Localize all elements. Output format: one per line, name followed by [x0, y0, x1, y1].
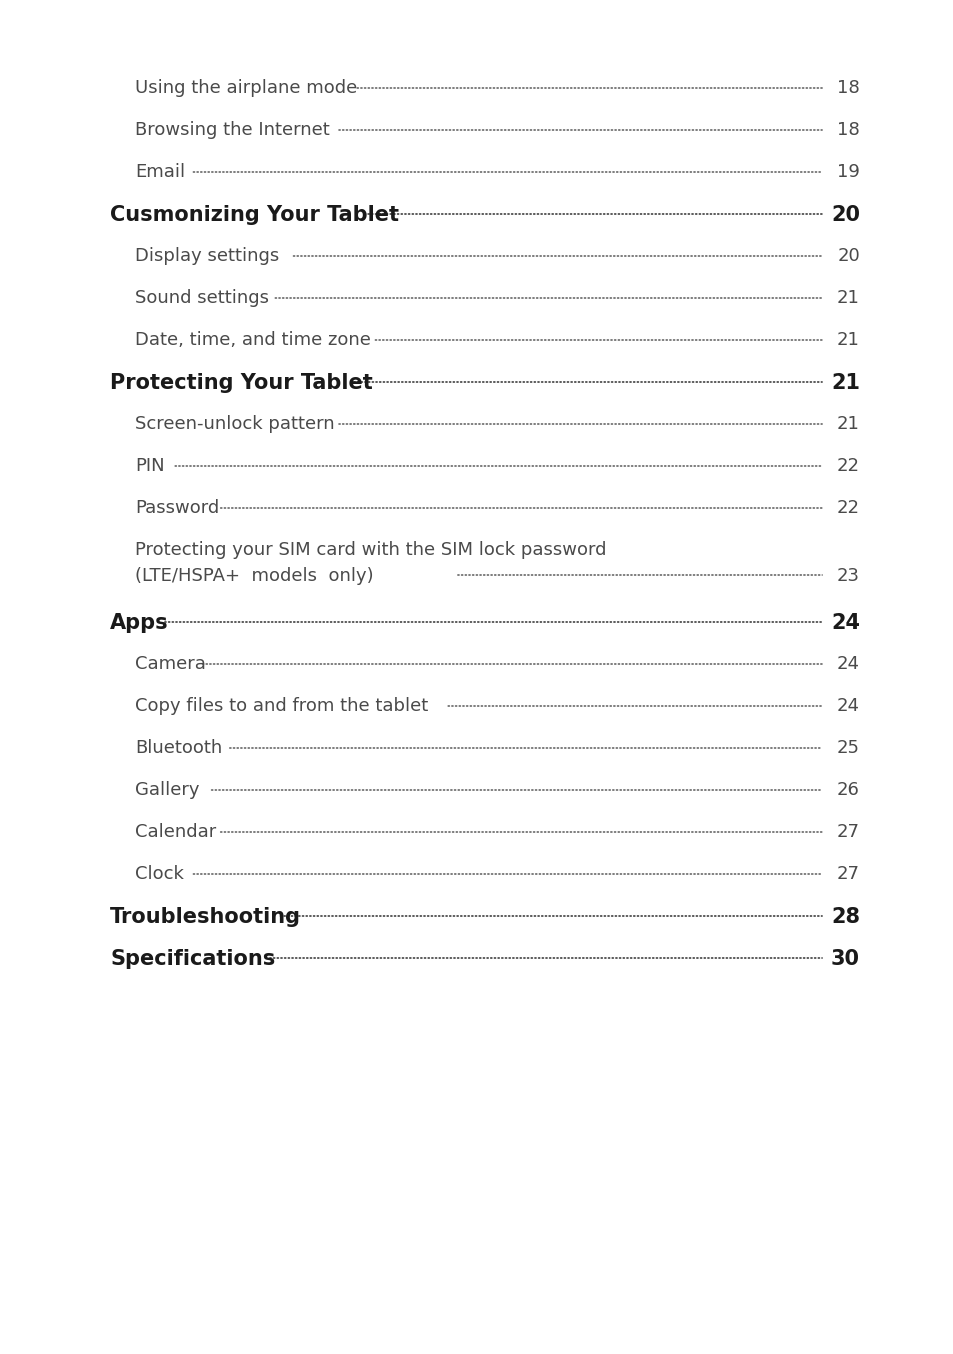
Text: 30: 30: [830, 949, 859, 969]
Text: Cusmonizing Your Tablet: Cusmonizing Your Tablet: [110, 204, 398, 225]
Text: Camera: Camera: [135, 655, 206, 673]
Text: 28: 28: [830, 907, 859, 927]
Text: 22: 22: [836, 500, 859, 517]
Text: 21: 21: [836, 288, 859, 307]
Text: 24: 24: [830, 613, 859, 634]
Text: Copy files to and from the tablet: Copy files to and from the tablet: [135, 697, 428, 715]
Text: PIN: PIN: [135, 458, 165, 475]
Text: Screen-unlock pattern: Screen-unlock pattern: [135, 414, 335, 433]
Text: (LTE/HSPA+  models  only): (LTE/HSPA+ models only): [135, 567, 374, 585]
Text: Protecting your SIM card with the SIM lock password: Protecting your SIM card with the SIM lo…: [135, 542, 606, 559]
Text: Email: Email: [135, 162, 185, 181]
Text: 23: 23: [836, 567, 859, 585]
Text: 22: 22: [836, 458, 859, 475]
Text: Gallery: Gallery: [135, 781, 199, 799]
Text: 21: 21: [836, 330, 859, 349]
Text: 27: 27: [836, 865, 859, 883]
Text: 26: 26: [836, 781, 859, 799]
Text: Browsing the Internet: Browsing the Internet: [135, 121, 330, 139]
Text: Apps: Apps: [110, 613, 169, 634]
Text: 21: 21: [830, 372, 859, 393]
Text: 21: 21: [836, 414, 859, 433]
Text: 20: 20: [837, 246, 859, 265]
Text: 24: 24: [836, 655, 859, 673]
Text: 24: 24: [836, 697, 859, 715]
Text: Display settings: Display settings: [135, 246, 279, 265]
Text: Clock: Clock: [135, 865, 184, 883]
Text: 27: 27: [836, 823, 859, 841]
Text: Password: Password: [135, 500, 219, 517]
Text: Troubleshooting: Troubleshooting: [110, 907, 301, 927]
Text: Bluetooth: Bluetooth: [135, 739, 222, 757]
Text: Date, time, and time zone: Date, time, and time zone: [135, 330, 371, 349]
Text: Using the airplane mode: Using the airplane mode: [135, 79, 356, 97]
Text: 18: 18: [837, 79, 859, 97]
Text: 19: 19: [836, 162, 859, 181]
Text: 25: 25: [836, 739, 859, 757]
Text: Calendar: Calendar: [135, 823, 216, 841]
Text: Sound settings: Sound settings: [135, 288, 269, 307]
Text: 18: 18: [837, 121, 859, 139]
Text: Protecting Your Tablet: Protecting Your Tablet: [110, 372, 373, 393]
Text: Specifications: Specifications: [110, 949, 275, 969]
Text: 20: 20: [830, 204, 859, 225]
